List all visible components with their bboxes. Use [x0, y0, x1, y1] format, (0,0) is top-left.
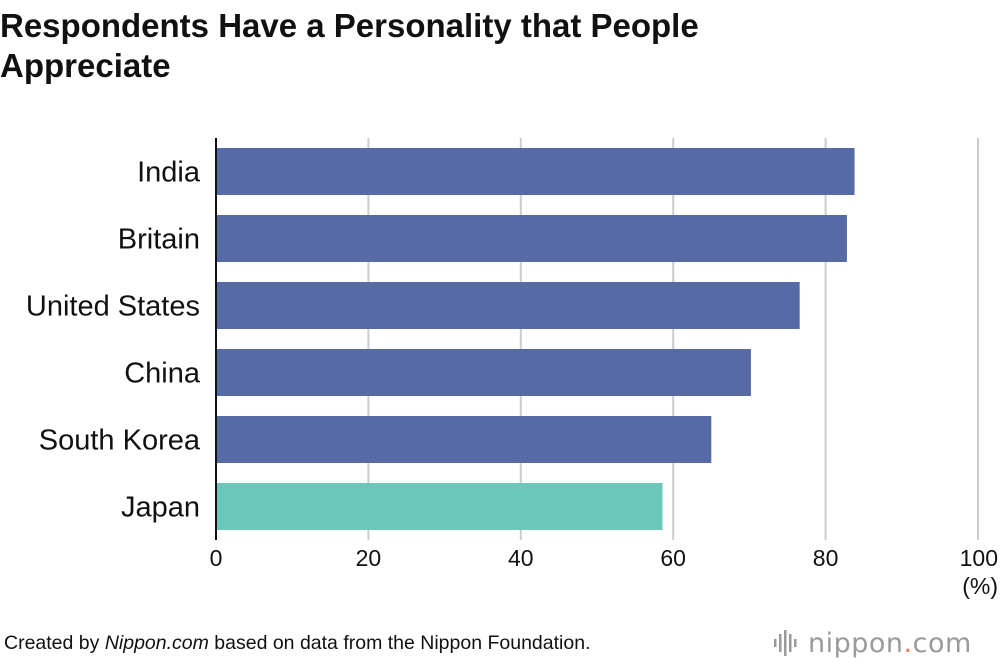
brand-dot: .	[903, 627, 913, 659]
category-label: United States	[26, 291, 200, 323]
source-note: Created by Nippon.com based on data from…	[4, 632, 590, 655]
category-label: India	[137, 157, 201, 189]
bar-india	[216, 148, 855, 195]
x-tick-label: 60	[660, 545, 686, 571]
brand-tld: com	[912, 627, 972, 659]
bar-china	[216, 349, 751, 396]
bar-chart: India Britain United States China South Kore…	[26, 138, 998, 599]
x-tick-label: 100	[960, 545, 998, 571]
bar-united-states	[216, 282, 800, 329]
source-name: Nippon.com	[104, 632, 209, 654]
category-label: Japan	[121, 492, 200, 524]
brand-logo: nippon.com	[774, 626, 972, 660]
x-tick-labels: 0 20 40 60 80 100	[210, 545, 998, 571]
source-prefix: Created by	[4, 632, 105, 654]
bars	[216, 148, 855, 530]
grid-lines	[367, 138, 979, 540]
bar-japan	[216, 483, 663, 530]
source-suffix: based on data from the Nippon Foundation…	[208, 632, 591, 654]
x-tick-label: 0	[210, 545, 223, 571]
category-label: Britain	[118, 224, 200, 256]
x-axis-unit: (%)	[962, 573, 998, 599]
x-tick-label: 80	[813, 545, 839, 571]
bar-britain	[216, 215, 847, 262]
nippon-logo-icon	[774, 630, 797, 656]
chart-title: Respondents Have a Personality that Peop…	[0, 7, 699, 84]
category-labels: India Britain United States China South Kore…	[26, 157, 201, 524]
x-tick-label: 40	[508, 545, 534, 571]
brand-name: nippon.com	[808, 628, 972, 659]
category-label: China	[124, 358, 201, 390]
brand-name-main: nippon	[808, 627, 904, 659]
bar-south-korea	[216, 416, 712, 463]
category-label: South Korea	[39, 425, 201, 457]
x-tick-label: 20	[356, 545, 382, 571]
